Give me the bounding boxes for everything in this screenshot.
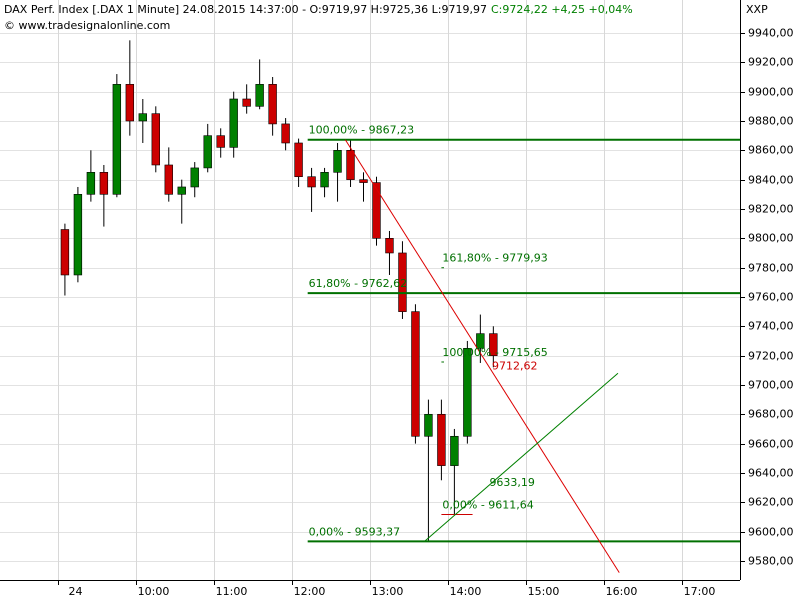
chart-subtitle: C:9724,22 +4,25 +0,04% — [491, 3, 633, 16]
fib-label: 0,00% - 9611,64 — [442, 499, 533, 512]
candle-body — [112, 84, 122, 195]
candle-body — [463, 347, 472, 437]
candle-body — [359, 179, 368, 183]
candle-body — [229, 98, 238, 148]
y-tick-label: 9780,00 — [748, 262, 794, 275]
candle-body — [346, 150, 355, 180]
candle-body — [307, 176, 316, 188]
candle-body — [281, 123, 290, 144]
candle-body — [255, 84, 264, 107]
y-tick-label: 9600,00 — [748, 526, 794, 539]
candle-body — [60, 229, 70, 276]
x-tick-label: 24 — [69, 585, 83, 598]
candle-body — [203, 135, 212, 169]
candle-body — [398, 252, 407, 312]
chart-title: DAX Perf. Index [.DAX 1 Minute] 24.08.20… — [4, 3, 487, 16]
fib-label: 161,80% - 9779,93 — [442, 252, 547, 265]
annotation: 9633,19 — [489, 476, 535, 489]
x-tick-label: 14:00 — [450, 585, 482, 598]
fib-label: 100,00% - 9867,23 — [309, 124, 414, 137]
candle-body — [164, 164, 173, 195]
candle-body — [294, 142, 303, 178]
candle-body — [268, 84, 277, 125]
y-tick-label: 9880,00 — [748, 115, 794, 128]
y-tick-label: 9720,00 — [748, 350, 794, 363]
x-tick-label: 12:00 — [294, 585, 326, 598]
y-tick-label: 9840,00 — [748, 174, 794, 187]
candle-body — [411, 311, 420, 437]
candle-body — [450, 435, 459, 466]
fib-label: 100,00% - 9715,65 — [442, 346, 547, 359]
y-tick-label: 9920,00 — [748, 56, 794, 69]
axis-label: XXP — [746, 3, 768, 16]
y-tick-label: 9740,00 — [748, 320, 794, 333]
x-tick-label: 16:00 — [606, 585, 638, 598]
trendline — [344, 139, 620, 573]
candle-body — [437, 413, 446, 466]
y-tick-label: 9700,00 — [748, 379, 794, 392]
y-tick-label: 9940,00 — [748, 27, 794, 40]
x-tick-label: 13:00 — [372, 585, 404, 598]
candle-body — [372, 182, 381, 239]
candle-body — [216, 135, 225, 148]
candle-body — [190, 167, 199, 188]
credit: © www.tradesignalonline.com — [4, 19, 170, 32]
labels: DAX Perf. Index [.DAX 1 Minute] 24.08.20… — [4, 3, 794, 598]
x-tick-label: 17:00 — [684, 585, 716, 598]
grid — [0, 0, 745, 585]
fib-label: 0,00% - 9593,37 — [309, 525, 400, 538]
y-tick-label: 9640,00 — [748, 467, 794, 480]
y-tick-label: 9820,00 — [748, 203, 794, 216]
candle-body — [424, 413, 433, 437]
y-tick-label: 9680,00 — [748, 408, 794, 421]
y-tick-label: 9620,00 — [748, 496, 794, 509]
candle-body — [320, 172, 329, 188]
y-tick-label: 9800,00 — [748, 232, 794, 245]
fib-label: 61,80% - 9762,62 — [309, 277, 407, 290]
y-tick-label: 9900,00 — [748, 86, 794, 99]
candle-body — [86, 172, 96, 195]
candle-body — [177, 186, 186, 195]
candle-body — [242, 98, 251, 107]
candle-body — [138, 113, 148, 122]
candle-body — [125, 84, 135, 122]
candle-body — [489, 333, 498, 356]
candle-body — [73, 194, 83, 276]
candle-body — [385, 238, 394, 254]
y-tick-label: 9580,00 — [748, 555, 794, 568]
y-tick-label: 9660,00 — [748, 438, 794, 451]
trendline — [424, 372, 619, 542]
x-tick-label: 15:00 — [528, 585, 560, 598]
candle-body — [333, 150, 342, 173]
candle-body — [99, 172, 109, 195]
y-tick-label: 9860,00 — [748, 144, 794, 157]
annotation: 9712,62 — [492, 359, 538, 372]
marks — [60, 40, 740, 573]
candle-body — [151, 113, 160, 166]
candle-body — [476, 333, 485, 349]
y-tick-label: 9760,00 — [748, 291, 794, 304]
x-tick-label: 10:00 — [138, 585, 170, 598]
x-tick-label: 11:00 — [216, 585, 248, 598]
